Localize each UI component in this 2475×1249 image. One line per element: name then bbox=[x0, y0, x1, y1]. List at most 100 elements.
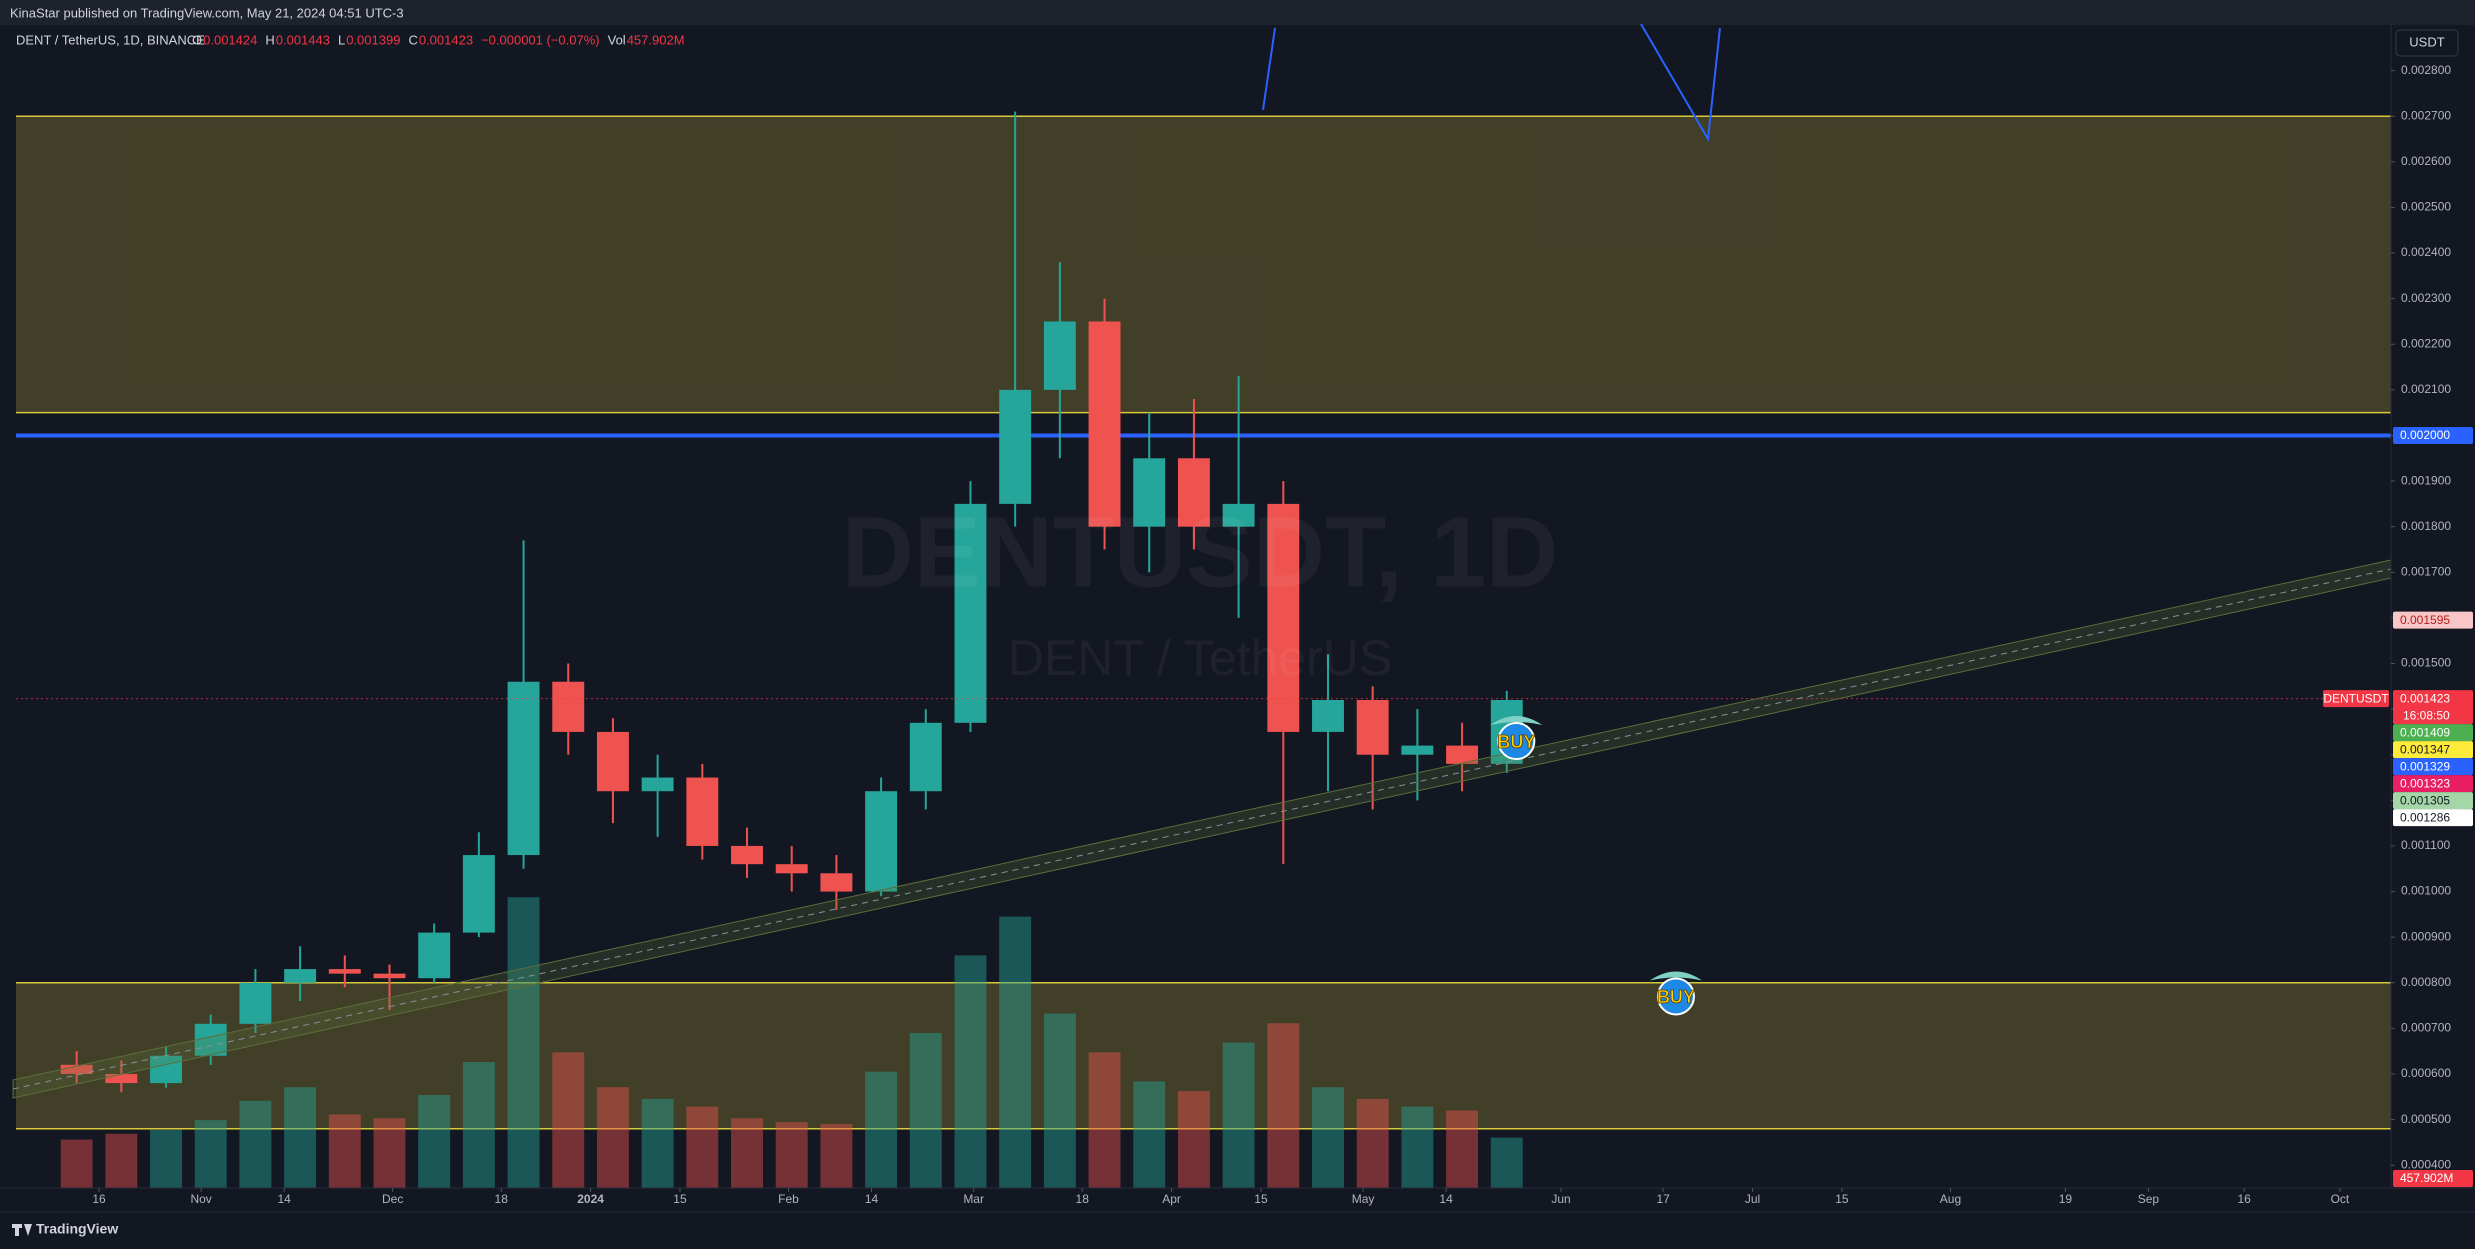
candle-body bbox=[239, 982, 272, 1024]
legend: DENT / TetherUS, 1D, BINANCE O 0.001424 H 0… bbox=[16, 32, 685, 47]
x-tick-label: Apr bbox=[1162, 1192, 1181, 1206]
price-badge bbox=[2393, 690, 2473, 725]
legend-key: H bbox=[265, 32, 274, 47]
volume-bar bbox=[1490, 1137, 1523, 1188]
y-tick-label: 0.002500 bbox=[2401, 200, 2451, 214]
x-tick-label: 14 bbox=[865, 1192, 879, 1206]
legend-change: −0.000001 (−0.07%) bbox=[481, 32, 600, 47]
candle-body bbox=[1088, 321, 1121, 527]
currency-label[interactable]: USDT bbox=[2409, 34, 2444, 49]
candle-body bbox=[954, 503, 987, 723]
volume-bar bbox=[1043, 1013, 1076, 1188]
y-tick-label: 0.002100 bbox=[2401, 382, 2451, 396]
volume-bar bbox=[418, 1094, 451, 1188]
x-tick-label: 19 bbox=[2059, 1192, 2073, 1206]
volume-bar bbox=[596, 1087, 629, 1188]
symbol-badge bbox=[2323, 690, 2389, 708]
candle-body bbox=[1133, 458, 1166, 527]
x-tick-label: 14 bbox=[1439, 1192, 1453, 1206]
price-badge-label: 0.001423 bbox=[2400, 691, 2450, 705]
x-tick-label: 16 bbox=[92, 1192, 106, 1206]
candle-body bbox=[194, 1023, 227, 1056]
volume-bar bbox=[865, 1071, 898, 1188]
y-tick-label: 0.001900 bbox=[2401, 473, 2451, 487]
candle-body bbox=[999, 389, 1032, 504]
y-tick-label: 0.001800 bbox=[2401, 519, 2451, 533]
drawing-line bbox=[1640, 23, 1721, 143]
legend-vol: 457.902M bbox=[627, 32, 685, 47]
volume-bar bbox=[1222, 1042, 1255, 1188]
currency-button[interactable] bbox=[2395, 29, 2459, 57]
x-tick-label: 18 bbox=[1076, 1192, 1090, 1206]
price-badge bbox=[2393, 426, 2473, 444]
price-badge bbox=[2393, 758, 2473, 776]
volume-badge bbox=[2393, 1170, 2473, 1187]
candle-body bbox=[373, 973, 406, 979]
candle-body bbox=[284, 969, 317, 983]
price-badge-label: 0.002000 bbox=[2400, 428, 2450, 442]
candle-body bbox=[105, 1073, 138, 1084]
volume-bar bbox=[820, 1124, 853, 1188]
y-tick-label: 0.000800 bbox=[2401, 975, 2451, 989]
zone bbox=[16, 982, 2391, 1129]
candle-body bbox=[60, 1064, 93, 1074]
volume-bar bbox=[1356, 1098, 1389, 1188]
volume-bar bbox=[507, 897, 540, 1188]
volume-bar bbox=[1177, 1091, 1210, 1188]
price-badge bbox=[2393, 724, 2473, 742]
price-badge bbox=[2393, 792, 2473, 810]
legend-value: 0.001424 bbox=[203, 32, 257, 47]
volume-bar bbox=[60, 1139, 93, 1188]
volume-bar bbox=[686, 1106, 719, 1188]
x-tick-label: Oct bbox=[2331, 1192, 2350, 1206]
x-tick-label: Jun bbox=[1551, 1192, 1570, 1206]
y-tick-label: 0.001700 bbox=[2401, 564, 2451, 578]
x-tick-label: May bbox=[1352, 1192, 1375, 1206]
volume-bar bbox=[328, 1114, 361, 1188]
candle-body bbox=[909, 722, 942, 792]
candle-body bbox=[507, 681, 540, 856]
candle-body bbox=[596, 731, 629, 792]
candle-body bbox=[731, 845, 763, 865]
x-tick-label: Aug bbox=[1940, 1192, 1961, 1206]
volume-bar bbox=[954, 955, 987, 1188]
candle-body bbox=[1267, 503, 1300, 732]
legend-vol-key: Vol bbox=[608, 32, 626, 47]
x-tick-label: 14 bbox=[277, 1192, 291, 1206]
price-badge-label: 0.001329 bbox=[2400, 759, 2450, 773]
price-badge-label: 0.001347 bbox=[2400, 742, 2450, 756]
plot-area bbox=[16, 111, 2391, 1188]
drawing-line bbox=[1262, 27, 1276, 111]
volume-bar bbox=[775, 1122, 808, 1188]
buy-icon bbox=[1497, 722, 1536, 761]
y-tick-label: 0.000500 bbox=[2401, 1112, 2451, 1126]
volume-badge-label: 457.902M bbox=[2400, 1171, 2453, 1185]
volume-bar bbox=[641, 1098, 674, 1188]
price-badge bbox=[2393, 611, 2473, 629]
volume-bar bbox=[909, 1032, 942, 1188]
candle-body bbox=[865, 791, 898, 892]
volume-bar bbox=[999, 916, 1032, 1188]
candle-body bbox=[1222, 503, 1255, 527]
x-tick-label: 17 bbox=[1656, 1192, 1670, 1206]
y-tick-label: 0.000900 bbox=[2401, 929, 2451, 943]
candle-body bbox=[1177, 458, 1210, 527]
y-tick-label: 0.002800 bbox=[2401, 63, 2451, 77]
y-tick-label: 0.000700 bbox=[2401, 1021, 2451, 1035]
candle-body bbox=[418, 932, 451, 979]
y-tick-label: 0.002200 bbox=[2401, 336, 2451, 350]
volume-bar bbox=[1401, 1106, 1434, 1188]
y-tick-label: 0.000600 bbox=[2401, 1066, 2451, 1080]
candle-body bbox=[552, 681, 585, 732]
x-tick-label: 15 bbox=[1254, 1192, 1268, 1206]
volume-bar bbox=[194, 1120, 227, 1188]
header-title: KinaStar published on TradingView.com, M… bbox=[10, 5, 404, 20]
candle-body bbox=[1446, 745, 1479, 764]
volume-bar bbox=[105, 1133, 138, 1188]
legend-value: 0.001423 bbox=[419, 32, 473, 47]
x-tick-label: Feb bbox=[778, 1192, 799, 1206]
y-tick-label: 0.002300 bbox=[2401, 291, 2451, 305]
zone bbox=[16, 116, 2391, 413]
